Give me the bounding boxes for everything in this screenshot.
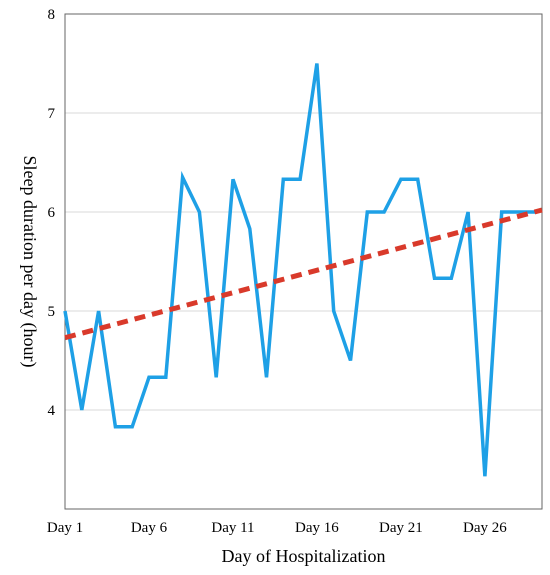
x-axis-title: Day of Hospitalization: [222, 546, 386, 566]
x-tick-label: Day 16: [295, 520, 339, 536]
sleep-duration-line: [63, 63, 536, 477]
x-tick-label: Day 11: [211, 520, 254, 536]
series-layer: [63, 63, 543, 477]
x-tick-label: Day 1: [47, 520, 83, 536]
x-tick-label: Day 6: [131, 520, 168, 536]
grid-lines: [65, 13, 542, 411]
x-tick-label: Day 21: [379, 520, 423, 536]
y-axis-ticks: 4 5 6 7 8: [48, 7, 56, 419]
x-tick-label: Day 26: [463, 520, 507, 536]
x-axis-ticks: Day 1 Day 6 Day 11 Day 16 Day 21 Day 26: [47, 520, 507, 536]
y-tick-label: 4: [48, 403, 56, 419]
trend-line: [64, 207, 543, 341]
y-tick-label: 6: [48, 205, 56, 221]
y-tick-label: 7: [48, 106, 56, 122]
y-tick-label: 5: [48, 304, 56, 320]
y-axis-title: Sleep duration per day (hour): [19, 156, 40, 368]
plot-area-frame: [64, 13, 543, 510]
y-tick-label: 8: [48, 7, 56, 23]
